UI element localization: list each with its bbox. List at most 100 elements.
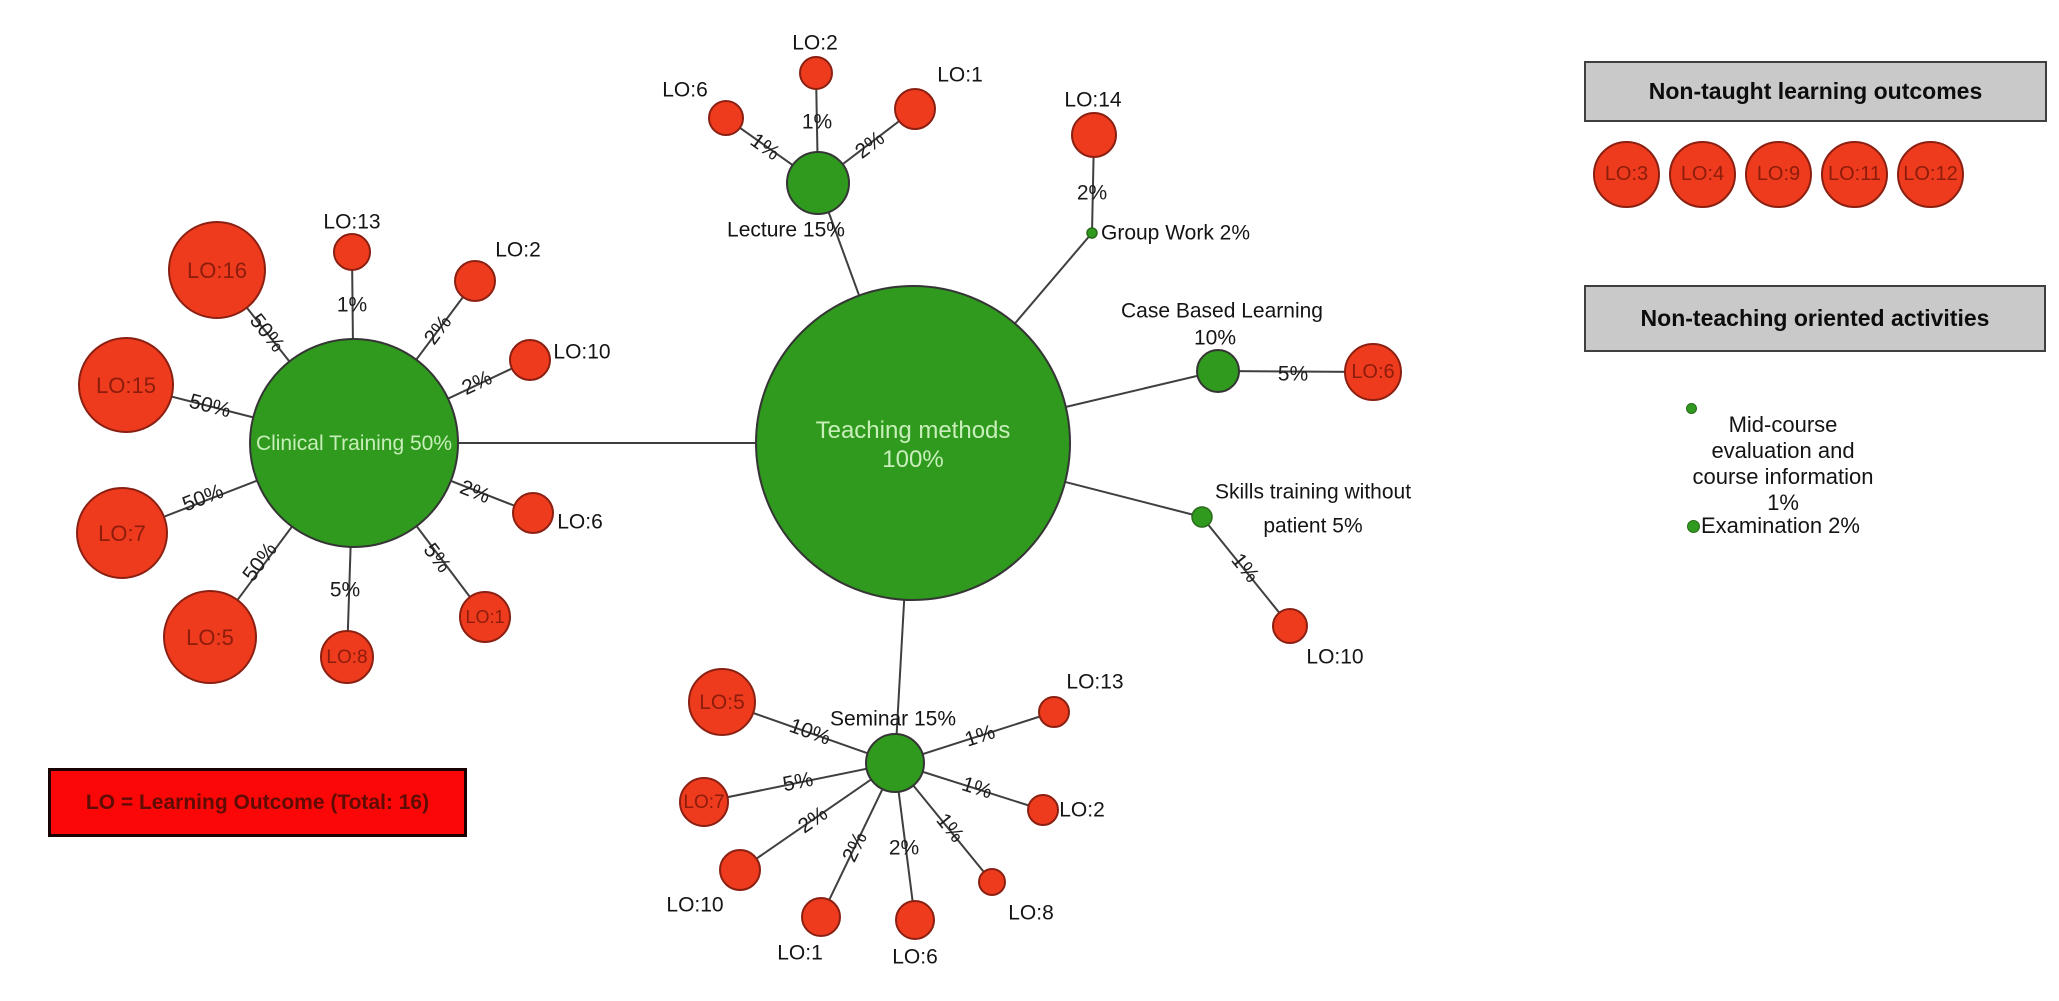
node-cl15 bbox=[78, 337, 174, 433]
node-cl2 bbox=[454, 260, 496, 302]
edge-label-lec2: 1% bbox=[802, 111, 832, 134]
node-label-skills-2: patient 5% bbox=[1263, 515, 1362, 538]
edge-label-cl6: 2% bbox=[457, 476, 494, 508]
node-label-cl5: LO:5 bbox=[186, 625, 234, 650]
node-label-cl8: LO:8 bbox=[326, 647, 367, 668]
edge-label-sem2: 1% bbox=[959, 772, 995, 803]
node-cl7 bbox=[76, 487, 168, 579]
node-lec1 bbox=[894, 88, 936, 130]
node-label-cl16: LO:16 bbox=[187, 258, 247, 283]
node-cl5 bbox=[163, 590, 257, 684]
edge-label-sem6: 2% bbox=[889, 837, 919, 860]
legend-lo-circle: LO:12 bbox=[1897, 141, 1964, 208]
node-cl1 bbox=[459, 591, 511, 643]
legend-lo-circle: LO:3 bbox=[1593, 141, 1660, 208]
green-dot-icon bbox=[1687, 519, 1700, 533]
edge-label-cl2: 2% bbox=[420, 311, 457, 349]
node-cl13 bbox=[333, 233, 371, 271]
non-teaching-activities-header: Non-teaching oriented activities bbox=[1584, 285, 2046, 352]
node-sem10 bbox=[719, 849, 761, 891]
lo-abbreviation-note: LO = Learning Outcome (Total: 16) bbox=[48, 768, 467, 837]
node-label-sem2: LO:2 bbox=[1059, 799, 1105, 822]
node-label-sem1: LO:1 bbox=[777, 942, 823, 965]
node-label-sem7: LO:7 bbox=[683, 792, 724, 813]
edge-label-sem1: 2% bbox=[838, 828, 872, 865]
edge-label-sem5: 10% bbox=[786, 714, 833, 750]
non-teaching-activities-title: Non-teaching oriented activities bbox=[1640, 305, 1990, 331]
edge-seminar-sem10 bbox=[739, 762, 896, 871]
edge-label-sem10: 2% bbox=[794, 802, 832, 838]
node-groupwork bbox=[1086, 227, 1098, 239]
node-sem1 bbox=[801, 897, 841, 937]
node-label-cl2: LO:2 bbox=[495, 239, 541, 262]
node-cl6 bbox=[512, 492, 554, 534]
node-label-lec2: LO:2 bbox=[792, 32, 838, 55]
green-dot-icon bbox=[1686, 403, 1697, 414]
edge-label-sem7: 5% bbox=[781, 768, 815, 797]
node-sem5 bbox=[688, 668, 756, 736]
node-label-clinical: Clinical Training 50% bbox=[256, 432, 452, 455]
legend-lo-circle: LO:11 bbox=[1821, 141, 1888, 208]
non-taught-outcomes-title: Non-taught learning outcomes bbox=[1648, 78, 1983, 104]
node-sem8 bbox=[978, 868, 1006, 896]
node-label-groupwork: Group Work 2% bbox=[1101, 222, 1250, 245]
edge-label-cl8: 5% bbox=[330, 579, 360, 602]
edge-label-cl10: 2% bbox=[458, 366, 495, 400]
node-label-sem6: LO:6 bbox=[892, 946, 938, 969]
node-label-seminar: Seminar 15% bbox=[830, 708, 956, 731]
node-label-lec6: LO:6 bbox=[662, 79, 708, 102]
edge-label-cl13: 1% bbox=[337, 294, 367, 317]
node-lo14 bbox=[1071, 112, 1117, 158]
edge-seminar-sem7 bbox=[703, 762, 896, 803]
node-label-cl1: LO:1 bbox=[465, 607, 504, 627]
edge-label-sem13: 1% bbox=[962, 720, 998, 751]
node-label-skills: Skills training without bbox=[1215, 481, 1411, 504]
node-lec2 bbox=[799, 56, 833, 90]
node-cb6 bbox=[1344, 343, 1402, 401]
lo-abbreviation-note-text: LO = Learning Outcome (Total: 16) bbox=[85, 790, 430, 814]
node-label-casebased: Case Based Learning bbox=[1121, 300, 1323, 323]
node-sem6 bbox=[895, 900, 935, 940]
examination-entry: Examination 2% bbox=[1687, 513, 1860, 539]
node-sk10 bbox=[1272, 608, 1308, 644]
node-casebased bbox=[1196, 349, 1240, 393]
node-label-lecture: Lecture 15% bbox=[727, 219, 845, 242]
node-label-sem13: LO:13 bbox=[1066, 671, 1123, 694]
examination-label: Examination 2% bbox=[1701, 513, 1860, 538]
node-skills bbox=[1191, 506, 1213, 528]
node-label-teaching: Teaching methods 100% bbox=[816, 417, 1011, 473]
node-sem7 bbox=[679, 777, 729, 827]
edge-label-cl16: 50% bbox=[245, 309, 289, 356]
node-teaching bbox=[755, 285, 1071, 601]
node-cl10 bbox=[509, 339, 551, 381]
mid-course-evaluation-label: Mid-course evaluation and course informa… bbox=[1692, 412, 1874, 515]
legend-lo-circle: LO:4 bbox=[1669, 141, 1736, 208]
node-label-cb6: LO:6 bbox=[1351, 361, 1394, 383]
edge-label-lec6: 1% bbox=[746, 129, 784, 165]
node-label-sk10: LO:10 bbox=[1306, 646, 1363, 669]
node-label-cl6: LO:6 bbox=[557, 511, 603, 534]
node-sem13 bbox=[1038, 696, 1070, 728]
node-cl16 bbox=[168, 221, 266, 319]
node-label-casebased-2: 10% bbox=[1194, 327, 1236, 350]
edge-label-cl5: 50% bbox=[238, 538, 282, 585]
edge-label-cl7: 50% bbox=[179, 480, 227, 517]
edge-label-cb6: 5% bbox=[1278, 362, 1309, 385]
node-seminar bbox=[865, 733, 925, 793]
node-lec6 bbox=[708, 100, 744, 136]
node-clinical bbox=[249, 338, 459, 548]
mid-course-evaluation-entry: Mid-course evaluation and course informa… bbox=[1646, 360, 1920, 516]
node-label-cl15: LO:15 bbox=[96, 373, 156, 398]
node-lecture bbox=[786, 151, 850, 215]
node-label-sem5: LO:5 bbox=[699, 691, 745, 714]
node-label-sem10: LO:10 bbox=[666, 894, 723, 917]
non-taught-outcomes-header: Non-taught learning outcomes bbox=[1584, 61, 2047, 122]
non-taught-outcomes-circles: LO:3 LO:4 LO:9 LO:11 LO:12 bbox=[1593, 141, 1964, 208]
legend-lo-circle: LO:9 bbox=[1745, 141, 1812, 208]
node-label-sem8: LO:8 bbox=[1008, 902, 1054, 925]
edge-label-cl15: 50% bbox=[187, 390, 233, 423]
node-label-cl7: LO:7 bbox=[98, 521, 146, 546]
edge-skills-sk10 bbox=[1201, 516, 1291, 627]
